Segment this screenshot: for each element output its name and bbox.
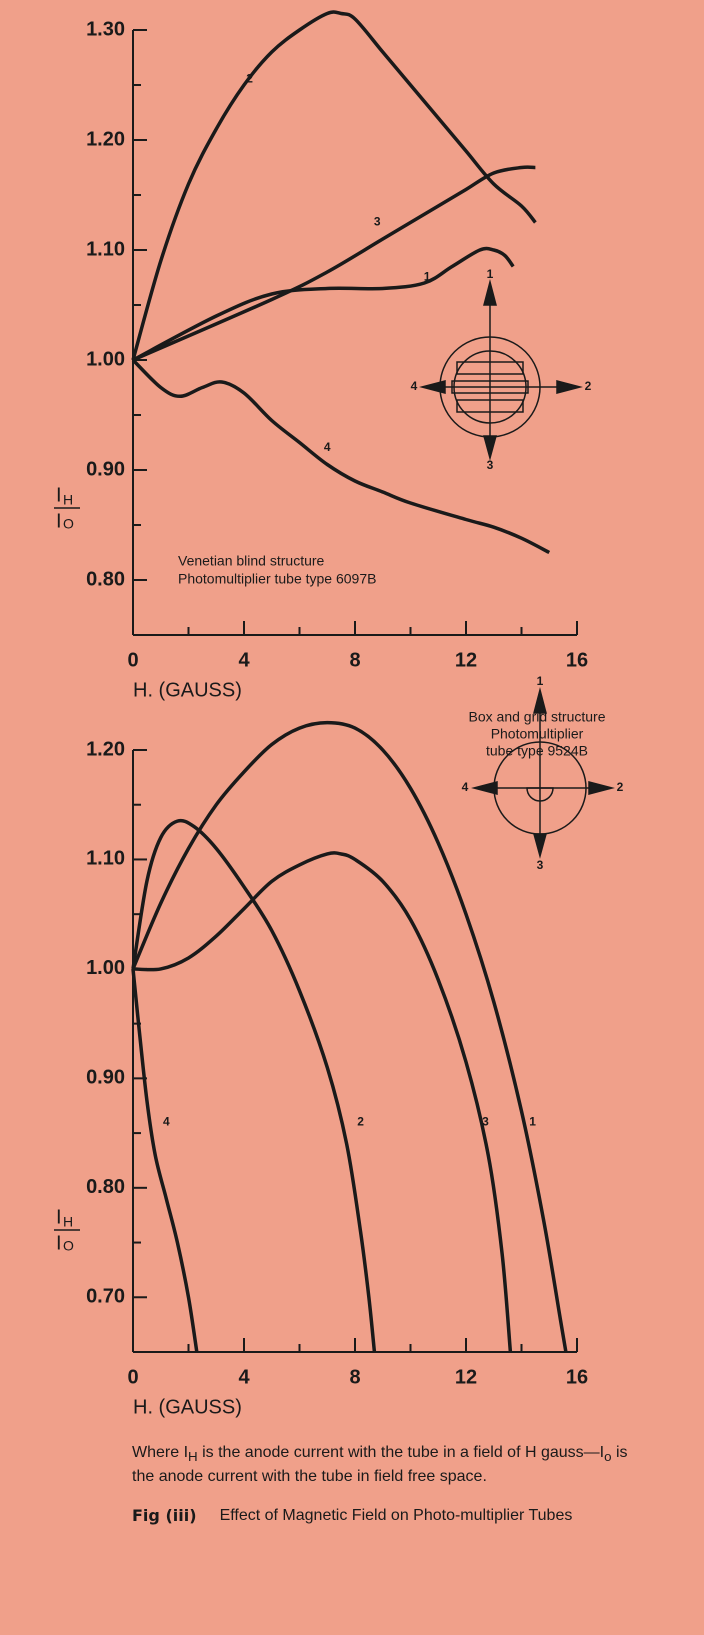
y-tick-label: 0.90 bbox=[86, 1067, 125, 1089]
curve-label: 1 bbox=[529, 1114, 536, 1128]
annotation: Photomultiplier tube type 6097B bbox=[178, 571, 376, 587]
curve bbox=[132, 246, 515, 362]
curve-label: 2 bbox=[246, 72, 253, 86]
note-text: is the anode current with the tube in fi… bbox=[132, 1444, 628, 1486]
curve-label: 3 bbox=[482, 1114, 489, 1128]
y-label-base: I bbox=[56, 510, 62, 532]
y-tick-label: 1.30 bbox=[86, 18, 125, 40]
curve bbox=[131, 968, 199, 1353]
curve-label: 2 bbox=[357, 1114, 364, 1128]
y-label-sub: H bbox=[63, 1214, 73, 1230]
y-label-sub: H bbox=[63, 492, 73, 508]
x-tick-label: 0 bbox=[127, 1366, 138, 1388]
inset-label: 2 bbox=[617, 780, 624, 794]
note-sub: H bbox=[188, 1449, 198, 1465]
curve-label: 4 bbox=[324, 440, 331, 454]
annotation: Photomultiplier bbox=[491, 726, 584, 742]
annotation: tube type 9524B bbox=[486, 743, 588, 759]
inset-label: 4 bbox=[462, 780, 469, 794]
caption-text: Effect of Magnetic Field on Photo-multip… bbox=[219, 1507, 573, 1524]
curve bbox=[131, 358, 551, 555]
note-sub: o bbox=[604, 1449, 612, 1465]
curve-label: 3 bbox=[374, 215, 381, 229]
annotation: Box and grid structure bbox=[469, 709, 606, 725]
curve-label: 4 bbox=[163, 1114, 170, 1128]
caption: Fig (iii) Effect of Magnetic Field on Ph… bbox=[132, 1506, 652, 1527]
annotation: Venetian blind structure bbox=[178, 553, 325, 569]
x-tick-label: 12 bbox=[455, 1366, 477, 1388]
y-tick-label: 0.70 bbox=[86, 1286, 125, 1308]
x-axis-label: H. (GAUSS) bbox=[133, 679, 242, 701]
inset-label: 1 bbox=[487, 267, 494, 281]
y-tick-label: 1.10 bbox=[86, 238, 125, 260]
x-tick-label: 8 bbox=[349, 649, 360, 671]
caption-label: Fig (iii) bbox=[132, 1506, 197, 1525]
note-text: is the anode current with the tube in a … bbox=[197, 1444, 605, 1461]
x-tick-label: 12 bbox=[455, 649, 477, 671]
x-tick-label: 4 bbox=[238, 1366, 250, 1388]
curve-label: 1 bbox=[424, 270, 431, 284]
y-label-sub: O bbox=[63, 516, 74, 532]
inset-diagram bbox=[471, 687, 615, 859]
curve bbox=[132, 165, 536, 362]
y-label-base: I bbox=[56, 484, 62, 506]
y-label-sub: O bbox=[63, 1238, 74, 1254]
y-tick-label: 1.00 bbox=[86, 348, 125, 370]
inset-label: 2 bbox=[585, 379, 592, 393]
x-tick-label: 16 bbox=[566, 649, 588, 671]
x-tick-label: 8 bbox=[349, 1366, 360, 1388]
inset-label: 3 bbox=[487, 458, 494, 472]
y-label-base: I bbox=[56, 1232, 62, 1254]
curve bbox=[131, 818, 377, 1353]
curve bbox=[131, 720, 568, 1353]
x-tick-label: 0 bbox=[127, 649, 138, 671]
inset-diagram bbox=[419, 279, 583, 461]
y-label-base: I bbox=[56, 1206, 62, 1228]
x-axis-label: H. (GAUSS) bbox=[133, 1396, 242, 1418]
y-tick-label: 1.00 bbox=[86, 957, 125, 979]
inset-label: 3 bbox=[537, 858, 544, 872]
y-tick-label: 0.80 bbox=[86, 568, 125, 590]
curve bbox=[132, 851, 513, 1353]
inset-label: 4 bbox=[411, 379, 418, 393]
curve bbox=[131, 10, 537, 361]
y-tick-label: 0.80 bbox=[86, 1176, 125, 1198]
inset-label: 1 bbox=[537, 674, 544, 688]
x-tick-label: 16 bbox=[566, 1366, 588, 1388]
y-tick-label: 0.90 bbox=[86, 458, 125, 480]
y-tick-label: 1.10 bbox=[86, 848, 125, 870]
note-text: Where I bbox=[132, 1444, 189, 1461]
x-tick-label: 4 bbox=[238, 649, 250, 671]
y-tick-label: 1.20 bbox=[86, 128, 125, 150]
note: Where IH is the anode current with the t… bbox=[132, 1443, 652, 1487]
y-tick-label: 1.20 bbox=[86, 738, 125, 760]
